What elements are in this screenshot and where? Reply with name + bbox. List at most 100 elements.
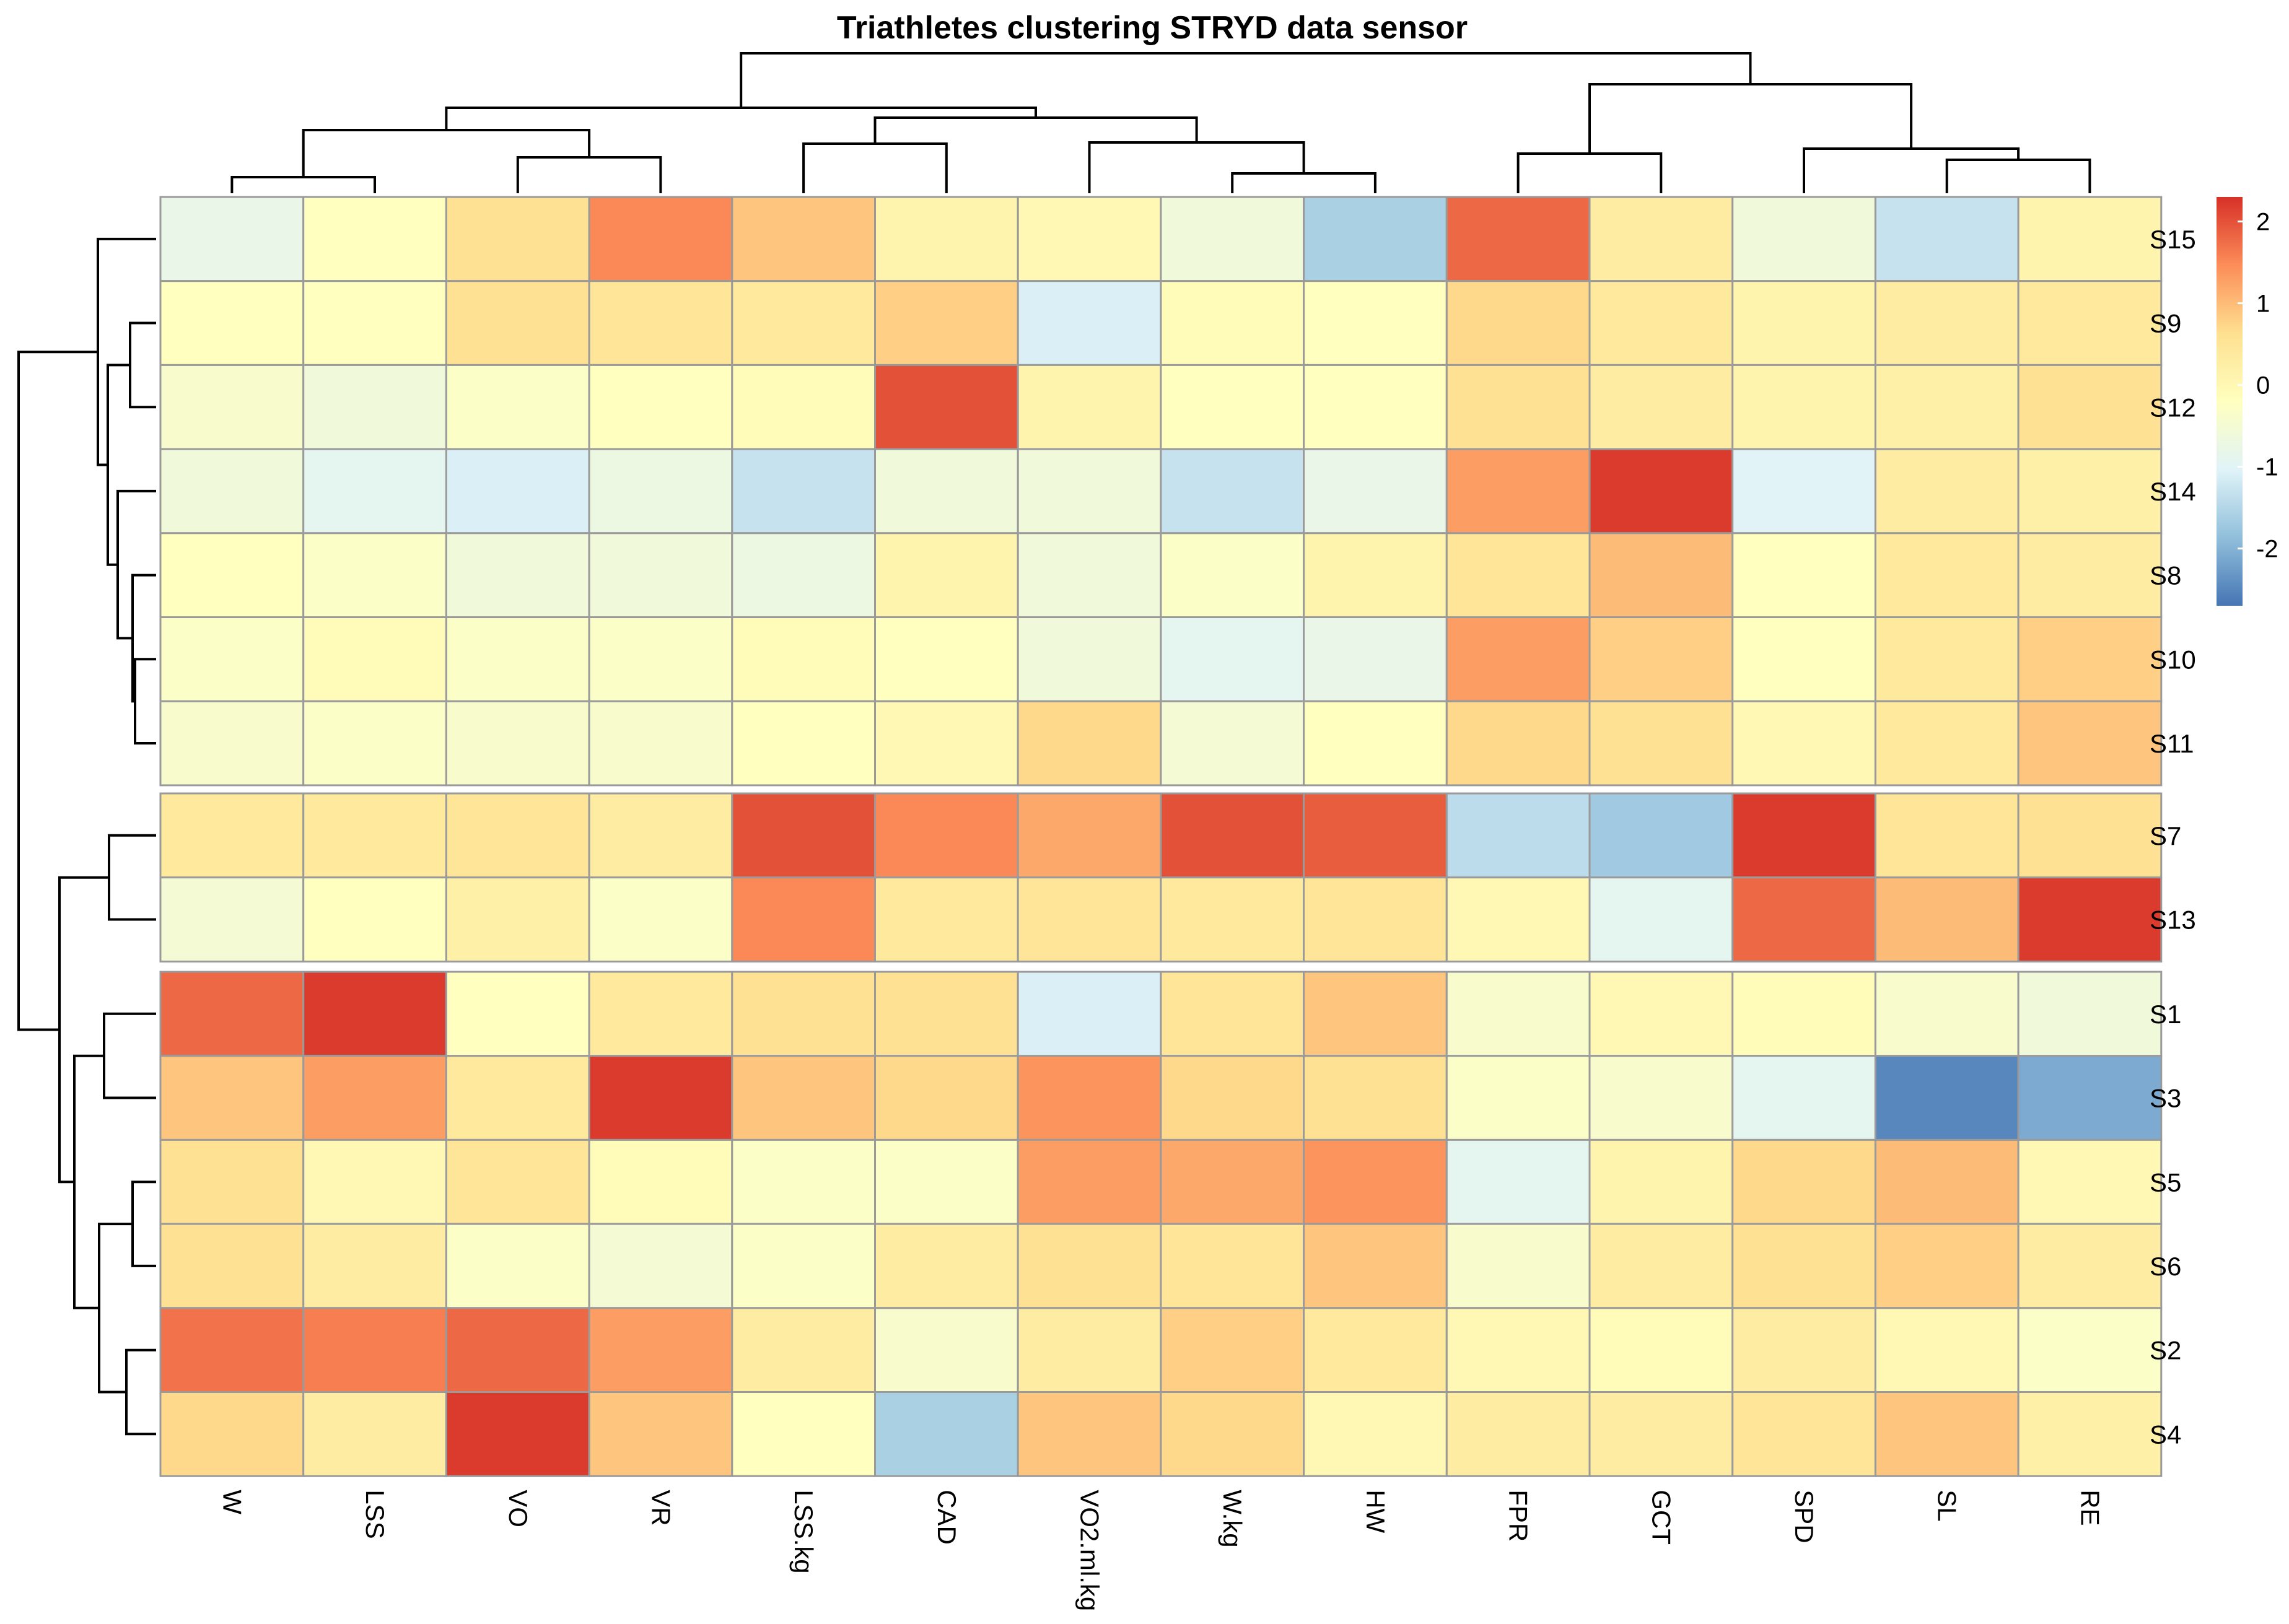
row-label: S14 <box>2150 477 2196 506</box>
heatmap-cell <box>1017 364 1162 450</box>
heatmap-cell <box>731 532 877 618</box>
heatmap-cell <box>1160 1223 1305 1309</box>
heatmap-cell <box>1017 792 1162 879</box>
heatmap-cell <box>159 1391 305 1477</box>
dendrogram-branch <box>1588 83 1913 154</box>
heatmap-cell <box>588 1223 733 1309</box>
column-label: VO <box>504 1490 533 1527</box>
dendrogram-branch <box>1945 159 2091 193</box>
heatmap-cell <box>1731 616 1876 702</box>
heatmap-cell <box>1588 532 1734 618</box>
heatmap-cell <box>1588 700 1734 787</box>
heatmap-cell <box>1874 532 2020 618</box>
color-legend: 2 1 0 -1 -2 <box>2217 197 2278 606</box>
heatmap-cell <box>2017 448 2163 535</box>
heatmap-cell <box>1160 448 1305 535</box>
heatmap-cell <box>1731 196 1876 282</box>
column-label: HW <box>1361 1490 1390 1533</box>
heatmap-cell <box>1731 700 1876 787</box>
heatmap-cell <box>874 876 1019 963</box>
heatmap-cell <box>731 1055 877 1141</box>
heatmap-cell <box>1303 532 1448 618</box>
dendrogram-branch <box>116 489 156 640</box>
heatmap-cell <box>445 971 590 1057</box>
heatmap-cell <box>1160 364 1305 450</box>
heatmap-cell <box>302 196 447 282</box>
heatmap-cell <box>302 364 447 450</box>
heatmap-cell <box>1588 616 1734 702</box>
row-label: S10 <box>2150 645 2196 674</box>
dendrogram-branch <box>108 834 156 921</box>
heatmap-cell <box>302 616 447 702</box>
heatmap-cell <box>159 364 305 450</box>
heatmap-cell <box>1445 700 1591 787</box>
heatmap-cell <box>2017 700 2163 787</box>
dendrogram-branch <box>125 1348 156 1436</box>
heatmap-cell <box>302 532 447 618</box>
heatmap-cell <box>874 1055 1019 1141</box>
heatmap-cell <box>874 792 1019 879</box>
heatmap-cell <box>1588 1055 1734 1141</box>
heatmap-cell <box>588 1307 733 1394</box>
row-label: S6 <box>2150 1252 2181 1281</box>
heatmap-cell <box>1588 792 1734 879</box>
column-label: CAD <box>932 1490 961 1545</box>
heatmap-cell <box>1017 616 1162 702</box>
column-label: LSS <box>361 1490 390 1539</box>
dendrogram-branch <box>740 52 1752 108</box>
legend-tick-label: -1 <box>2256 454 2278 481</box>
heatmap-cell <box>445 364 590 450</box>
column-label: RE <box>2075 1490 2104 1526</box>
heatmap-cell <box>1588 1138 1734 1225</box>
heatmap-cell <box>2017 971 2163 1057</box>
heatmap-cell <box>159 1307 305 1394</box>
heatmap-cell <box>1445 1307 1591 1394</box>
row-labels: S15 S9 S12 S14 S8 S10 S11 S7 S13 S1 S3 S5 S6 S2 S4 <box>2150 225 2196 1449</box>
heatmap-cell <box>874 616 1019 702</box>
heatmap-cell <box>1303 1307 1448 1394</box>
heatmap-cell <box>588 700 733 787</box>
column-label: VR <box>646 1490 675 1526</box>
heatmap-cell <box>1017 1223 1162 1309</box>
row-label: S2 <box>2150 1336 2181 1365</box>
dendrogram-branch <box>230 176 376 193</box>
heatmap-cell <box>1303 616 1448 702</box>
heatmap-cell <box>159 876 305 963</box>
heatmap-cell <box>1160 196 1305 282</box>
heatmap-cell <box>2017 616 2163 702</box>
heatmap-cell <box>1017 971 1162 1057</box>
heatmap-cell <box>2017 280 2163 366</box>
heatmap-cell <box>302 1055 447 1141</box>
heatmap-cell <box>445 1138 590 1225</box>
heatmap-cell <box>2017 1055 2163 1141</box>
heatmap-cell <box>302 1391 447 1477</box>
heatmap-cell <box>1445 616 1591 702</box>
heatmap-cell <box>1160 1307 1305 1394</box>
heatmap-cells <box>159 196 2163 1477</box>
heatmap-cell <box>445 876 590 963</box>
heatmap-cell <box>731 792 877 879</box>
dendrogram-branch <box>302 129 591 177</box>
row-label: S12 <box>2150 393 2196 422</box>
heatmap-cell <box>1588 364 1734 450</box>
row-label: S9 <box>2150 309 2181 338</box>
heatmap-cell <box>874 1138 1019 1225</box>
heatmap-cell <box>1731 280 1876 366</box>
column-label: W <box>217 1490 247 1514</box>
dendrogram-branch <box>802 142 948 193</box>
heatmap-cell <box>1874 792 2020 879</box>
heatmap-cell <box>588 1391 733 1477</box>
heatmap-cell <box>302 971 447 1057</box>
heatmap-cell <box>1731 448 1876 535</box>
heatmap-cell <box>1588 196 1734 282</box>
heatmap-cell <box>588 364 733 450</box>
heatmap-cell <box>1445 876 1591 963</box>
heatmap-cell <box>1017 448 1162 535</box>
heatmap-cell <box>731 616 877 702</box>
heatmap-cell <box>588 616 733 702</box>
heatmap-cell <box>445 1055 590 1141</box>
legend-tick-label: -2 <box>2256 536 2278 563</box>
heatmap-cell <box>302 1138 447 1225</box>
heatmap-cell <box>731 364 877 450</box>
heatmap-cell <box>731 1223 877 1309</box>
